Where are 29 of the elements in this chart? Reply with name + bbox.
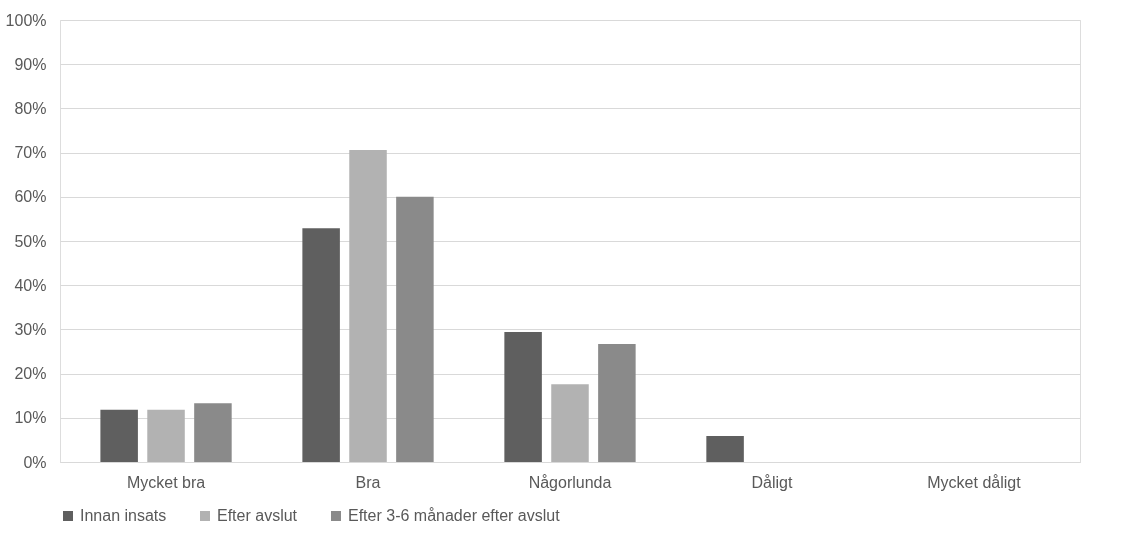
y-tick-label: 70% [14, 144, 47, 162]
y-tick-label: 50% [14, 232, 47, 250]
bar [706, 435, 744, 462]
y-tick-label: 60% [14, 188, 47, 206]
bar [194, 403, 232, 462]
bar [396, 196, 434, 462]
x-tick-label: Mycket bra [126, 473, 206, 491]
bar [147, 409, 185, 462]
bar [504, 332, 542, 462]
x-tick-label: Dåligt [751, 473, 793, 491]
legend-label: Efter avslut [217, 507, 298, 524]
x-tick-label: Någorlunda [528, 473, 612, 491]
x-tick-label: Bra [355, 473, 381, 491]
y-tick-label: 100% [5, 11, 47, 29]
legend-label: Innan insats [80, 507, 167, 524]
bar [302, 228, 340, 462]
bar [598, 343, 636, 462]
y-tick-label: 10% [14, 409, 47, 427]
x-tick-label: Mycket dåligt [927, 473, 1022, 491]
y-tick-label: 20% [14, 365, 47, 383]
bar [551, 384, 589, 462]
y-tick-label: 90% [14, 55, 47, 73]
bar [100, 409, 138, 462]
y-tick-label: 40% [14, 276, 47, 294]
y-tick-label: 80% [14, 99, 47, 117]
legend-label: Efter 3-6 månader efter avslut [348, 507, 561, 524]
y-tick-label: 0% [23, 453, 47, 471]
bar [349, 149, 387, 462]
y-tick-label: 30% [14, 320, 47, 338]
